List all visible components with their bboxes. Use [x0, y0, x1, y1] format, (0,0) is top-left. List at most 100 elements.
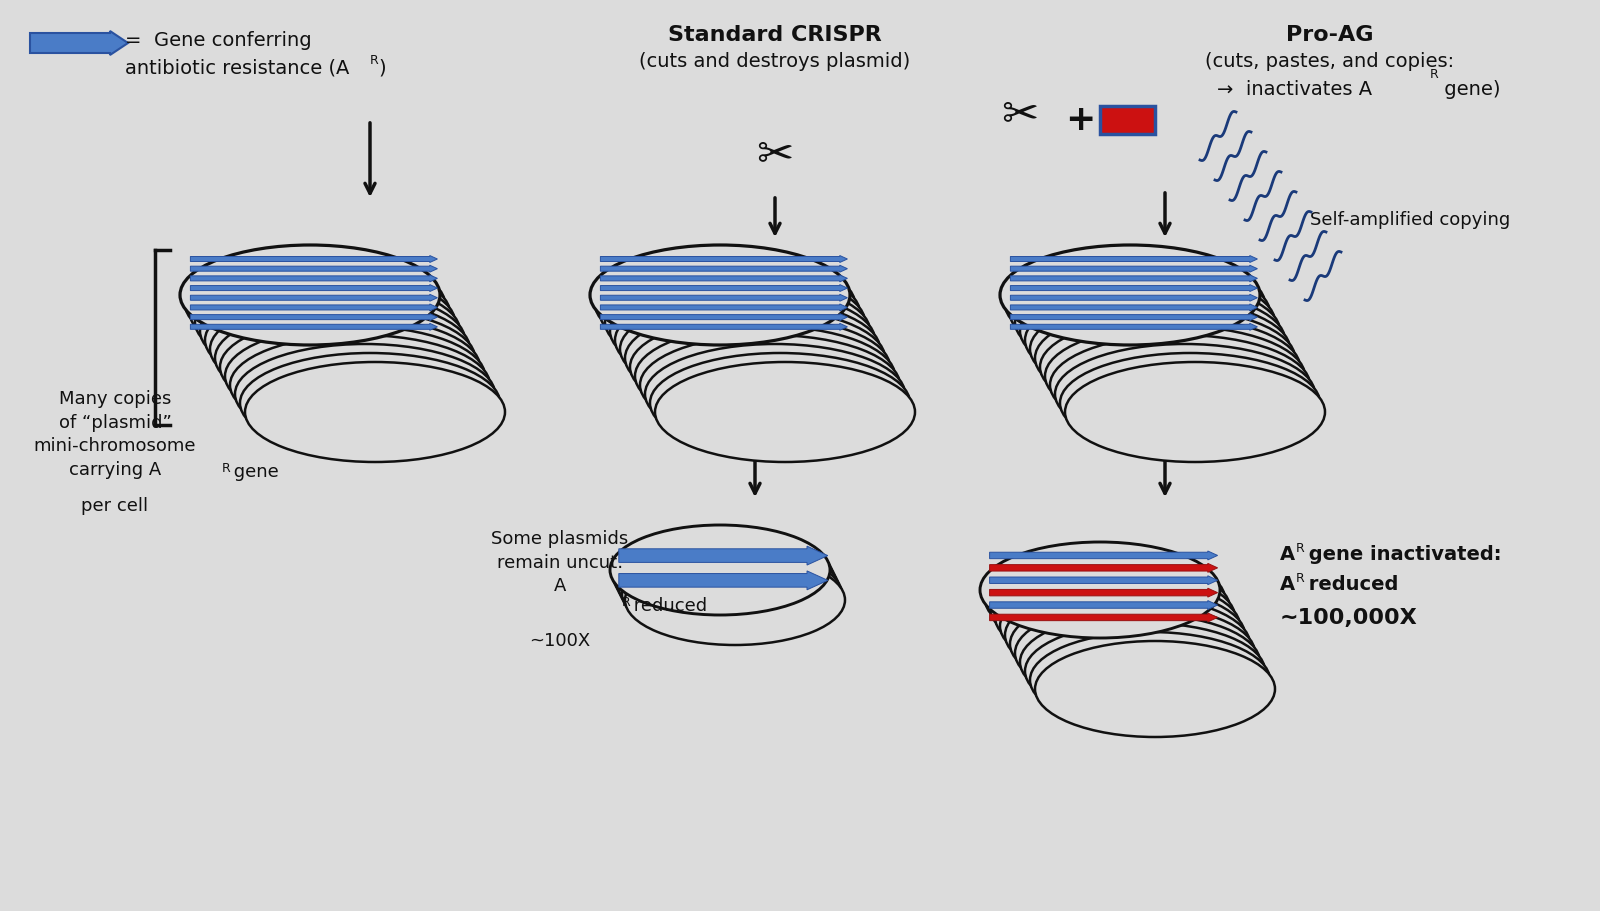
Text: ~100X: ~100X: [530, 632, 590, 650]
Ellipse shape: [645, 344, 906, 444]
Text: R: R: [1296, 541, 1304, 555]
Ellipse shape: [1005, 587, 1245, 683]
Text: ~100,000X: ~100,000X: [1280, 608, 1418, 628]
Ellipse shape: [1021, 614, 1261, 710]
Text: =  Gene conferring: = Gene conferring: [125, 30, 312, 49]
FancyArrow shape: [989, 563, 1218, 572]
Ellipse shape: [630, 317, 890, 417]
Text: (cuts and destroys plasmid): (cuts and destroys plasmid): [640, 52, 910, 71]
Text: →  inactivates A: → inactivates A: [1218, 80, 1373, 99]
Ellipse shape: [226, 326, 485, 426]
Text: gene): gene): [1438, 80, 1501, 99]
Text: R: R: [622, 597, 630, 609]
Ellipse shape: [245, 362, 506, 462]
Ellipse shape: [619, 543, 838, 633]
Text: R: R: [1430, 67, 1438, 80]
Ellipse shape: [654, 362, 915, 462]
Ellipse shape: [1035, 641, 1275, 737]
Ellipse shape: [986, 551, 1226, 647]
Ellipse shape: [205, 290, 466, 390]
Ellipse shape: [1035, 308, 1294, 408]
Text: reduced: reduced: [627, 597, 707, 615]
Ellipse shape: [1021, 281, 1280, 381]
FancyArrow shape: [989, 589, 1218, 597]
Ellipse shape: [613, 531, 834, 621]
Ellipse shape: [1000, 578, 1240, 674]
Ellipse shape: [1054, 344, 1315, 444]
Ellipse shape: [1000, 245, 1261, 345]
Ellipse shape: [1030, 632, 1270, 728]
FancyArrow shape: [190, 255, 437, 262]
Text: Pro-AG: Pro-AG: [1286, 25, 1374, 45]
FancyArrow shape: [1011, 265, 1258, 272]
Text: Standard CRISPR: Standard CRISPR: [669, 25, 882, 45]
Ellipse shape: [195, 272, 454, 372]
FancyArrow shape: [989, 551, 1218, 560]
FancyArrow shape: [989, 613, 1218, 622]
FancyArrow shape: [1011, 294, 1258, 302]
FancyArrow shape: [600, 284, 848, 292]
Ellipse shape: [190, 263, 450, 363]
Ellipse shape: [1026, 290, 1285, 390]
FancyArrow shape: [1011, 304, 1258, 311]
Text: ✂: ✂: [1002, 94, 1038, 137]
Ellipse shape: [605, 272, 866, 372]
FancyArrow shape: [190, 313, 437, 321]
Text: Self-amplified copying: Self-amplified copying: [1310, 211, 1510, 229]
Ellipse shape: [221, 317, 480, 417]
Ellipse shape: [1059, 353, 1320, 453]
Ellipse shape: [621, 299, 880, 399]
Text: gene: gene: [229, 463, 278, 481]
Text: ✂: ✂: [757, 134, 794, 177]
Text: ): ): [378, 58, 386, 77]
Ellipse shape: [240, 353, 499, 453]
Ellipse shape: [610, 525, 830, 615]
Ellipse shape: [210, 299, 470, 399]
Ellipse shape: [1014, 605, 1254, 701]
Text: (cuts, pastes, and copies:: (cuts, pastes, and copies:: [1205, 52, 1454, 71]
Ellipse shape: [1010, 596, 1250, 692]
Ellipse shape: [1014, 272, 1275, 372]
FancyArrow shape: [600, 313, 848, 321]
FancyArrow shape: [600, 304, 848, 311]
FancyArrow shape: [190, 323, 437, 331]
Ellipse shape: [235, 344, 494, 444]
Ellipse shape: [590, 245, 850, 345]
Ellipse shape: [616, 537, 835, 627]
FancyArrow shape: [190, 275, 437, 281]
Ellipse shape: [626, 555, 845, 645]
Text: A: A: [1280, 576, 1294, 595]
Text: R: R: [370, 54, 379, 67]
Ellipse shape: [179, 245, 440, 345]
Text: per cell: per cell: [82, 497, 149, 515]
Ellipse shape: [600, 263, 861, 363]
Ellipse shape: [635, 326, 894, 426]
FancyArrow shape: [600, 265, 848, 272]
FancyArrow shape: [619, 547, 827, 565]
Ellipse shape: [1066, 362, 1325, 462]
Ellipse shape: [214, 308, 475, 408]
Text: Many copies
of “plasmid”
mini-chromosome
carrying A: Many copies of “plasmid” mini-chromosome…: [34, 390, 197, 479]
FancyArrow shape: [989, 576, 1218, 585]
FancyArrow shape: [1011, 255, 1258, 262]
Ellipse shape: [1026, 623, 1266, 719]
Ellipse shape: [1010, 263, 1270, 363]
Ellipse shape: [230, 335, 490, 435]
FancyArrow shape: [600, 294, 848, 302]
FancyArrow shape: [190, 265, 437, 272]
FancyArrow shape: [190, 284, 437, 292]
FancyArrow shape: [619, 571, 827, 589]
FancyArrow shape: [1011, 284, 1258, 292]
FancyArrow shape: [600, 255, 848, 262]
Ellipse shape: [640, 335, 899, 435]
FancyArrow shape: [1011, 323, 1258, 331]
Ellipse shape: [1040, 317, 1299, 417]
Ellipse shape: [626, 308, 885, 408]
Text: Some plasmids
remain uncut:
A: Some plasmids remain uncut: A: [491, 530, 629, 595]
FancyArrow shape: [30, 31, 128, 55]
FancyArrow shape: [190, 304, 437, 311]
FancyArrow shape: [600, 275, 848, 281]
Text: +: +: [1066, 103, 1094, 137]
FancyArrow shape: [190, 294, 437, 302]
Ellipse shape: [1030, 299, 1290, 399]
